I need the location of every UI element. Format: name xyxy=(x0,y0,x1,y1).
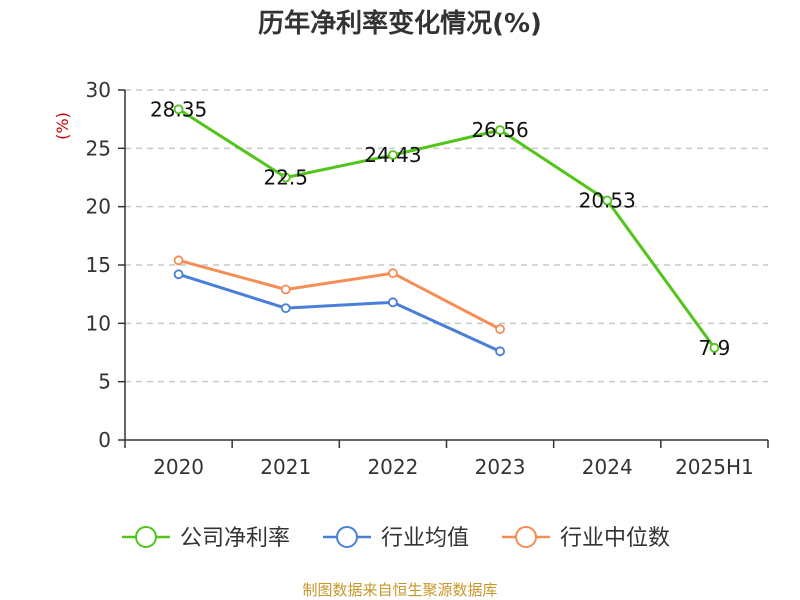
grid-lines xyxy=(125,89,768,383)
x-tick-label: 2025H1 xyxy=(675,455,754,479)
legend: 公司净利率 行业均值 行业中位数 xyxy=(122,526,670,551)
data-label: 22.5 xyxy=(263,166,308,190)
data-point xyxy=(173,104,184,115)
x-tick-label: 2021 xyxy=(260,455,311,479)
legend-item[interactable]: 行业均值 xyxy=(323,526,469,551)
x-tick-label: 2024 xyxy=(582,455,633,479)
legend-label: 行业均值 xyxy=(381,526,469,551)
x-tick-label: 2023 xyxy=(475,455,526,479)
data-point xyxy=(280,172,291,183)
y-tick-label: 15 xyxy=(86,253,111,277)
data-point xyxy=(388,268,398,279)
data-point xyxy=(173,269,184,280)
legend-marker xyxy=(135,526,157,548)
series-lines xyxy=(173,104,720,357)
source-note: 制图数据来自恒生聚源数据库 xyxy=(302,581,497,599)
y-axis-label: (%) xyxy=(53,112,72,140)
y-tick-label: 0 xyxy=(98,428,111,452)
legend-item[interactable]: 行业中位数 xyxy=(502,526,670,551)
data-point xyxy=(173,255,184,266)
data-label: 24.43 xyxy=(364,143,421,167)
legend-label: 公司净利率 xyxy=(180,526,290,551)
data-point xyxy=(388,297,398,308)
data-point xyxy=(495,324,505,335)
y-tick-label: 10 xyxy=(86,311,111,335)
y-tick-label: 5 xyxy=(98,370,111,394)
y-tick-label: 25 xyxy=(86,136,111,160)
legend-label: 行业中位数 xyxy=(560,526,670,551)
y-tick-label: 30 xyxy=(86,78,111,102)
axes: 0 5 10 15 20 25 30 2020 2021 2022 2023 2024 2025H1 xyxy=(86,78,769,479)
series-line-1 xyxy=(178,272,501,353)
data-label: 28.35 xyxy=(150,97,207,121)
legend-marker xyxy=(336,526,358,548)
data-point xyxy=(709,342,720,353)
data-label: 7.9 xyxy=(699,336,731,360)
data-point xyxy=(280,284,291,295)
data-point xyxy=(388,150,398,160)
y-tick-label: 20 xyxy=(86,195,111,219)
data-point xyxy=(602,195,613,206)
chart-title: 历年净利率变化情况(%) xyxy=(258,8,542,39)
data-point xyxy=(495,125,505,136)
data-label: 20.53 xyxy=(579,188,636,212)
data-labels: 28.35 22.5 24.43 26.56 20.53 7.9 xyxy=(150,97,730,360)
x-tick-label: 2022 xyxy=(367,455,418,479)
legend-marker xyxy=(515,526,537,548)
data-point xyxy=(280,303,291,314)
data-point xyxy=(495,346,505,357)
x-tick-label: 2020 xyxy=(153,455,204,479)
data-label: 26.56 xyxy=(471,118,528,142)
legend-item[interactable]: 公司净利率 xyxy=(122,526,290,551)
series-line-2 xyxy=(178,258,501,331)
series-line-0 xyxy=(177,107,716,349)
